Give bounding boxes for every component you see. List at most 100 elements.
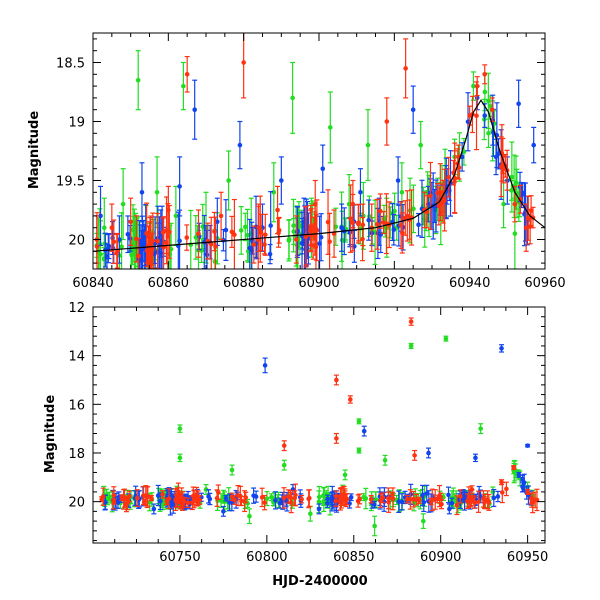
data-point [160,492,165,497]
filler-point [262,500,267,505]
data-point [443,336,449,341]
filler-point [262,242,267,247]
filler-point [454,502,460,508]
data-point [308,511,313,517]
filler-point [149,495,154,501]
filler-point [150,238,156,244]
filler-point [227,500,232,505]
data-point [493,154,499,160]
filler-point [243,495,249,500]
filler-point [293,492,298,498]
data-point [177,455,183,461]
data-point [181,83,186,89]
data-point [361,428,367,434]
data-point [525,443,530,448]
filler-point [213,244,218,249]
filler-point [103,499,108,505]
filler-point [428,193,433,199]
data-point [356,419,362,424]
plot-area [93,33,545,269]
filler-point [291,229,297,234]
data-point [215,219,220,225]
filler-point [520,190,525,196]
data-point [218,213,224,219]
filler-point [411,206,416,212]
filler-point [405,213,410,219]
data-point [271,190,277,195]
filler-point [259,495,265,500]
filler-point [408,497,413,502]
filler-point [264,496,270,501]
filler-point [104,254,110,260]
data-point [469,487,475,492]
filler-point [360,222,366,228]
data-point [339,225,344,230]
data-point [358,190,363,195]
data-point [237,142,243,148]
data-point [471,83,476,89]
filler-point [216,489,221,495]
filler-point [185,500,191,506]
data-point [490,489,496,495]
filler-point [500,490,505,495]
data-point [499,479,504,485]
filler-point [136,253,141,259]
data-point [511,465,517,470]
series-group [94,33,536,269]
x-tick-label: 60950 [507,550,548,565]
data-point [128,219,133,225]
data-point [301,219,307,225]
filler-point [158,498,163,504]
filler-point [318,234,324,240]
filler-point [251,242,257,247]
filler-point [176,489,181,494]
data-point [320,166,326,171]
data-point [395,178,401,183]
data-point [372,523,377,529]
filler-point [348,216,353,221]
data-point [195,499,200,504]
data-point [467,113,472,118]
filler-point [313,244,319,250]
y-tick-label: 19 [68,116,85,131]
x-tick-label: 60840 [72,276,113,291]
data-point [421,518,426,524]
bottom-panel: Magnitude HJD-2400000 60750 60800 60850 609… [43,301,548,589]
filler-point [424,491,430,496]
filler-point [316,494,322,500]
x-tick-label: 60750 [159,550,200,565]
y-tick-label: 20 [68,234,85,249]
filler-point [193,235,199,240]
filler-point [134,495,140,501]
data-point [499,346,504,351]
filler-point [245,232,250,238]
data-point [316,506,322,512]
model-curve [93,99,545,252]
filler-point [504,486,509,492]
x-tick-label: 60860 [148,276,189,291]
data-point [256,225,262,230]
data-point [290,95,295,101]
data-point [350,201,356,207]
filler-point [327,239,332,244]
data-point [501,201,506,207]
data-point [525,489,530,495]
x-tick-label: 60900 [420,550,461,565]
filler-point [223,495,229,501]
filler-point [253,494,259,499]
filler-point [486,500,492,505]
x-tick-label: 60800 [246,550,287,565]
data-point [474,95,480,101]
y-tick-label: 14 [68,350,85,365]
data-point [196,231,201,236]
y-tick-label: 18 [68,447,85,462]
filler-point [449,500,455,506]
filler-point [207,496,213,502]
data-point [109,225,115,230]
filler-point [366,217,372,223]
data-point [382,457,388,463]
filler-point [528,208,534,213]
data-point [410,107,416,112]
data-point [482,72,488,77]
